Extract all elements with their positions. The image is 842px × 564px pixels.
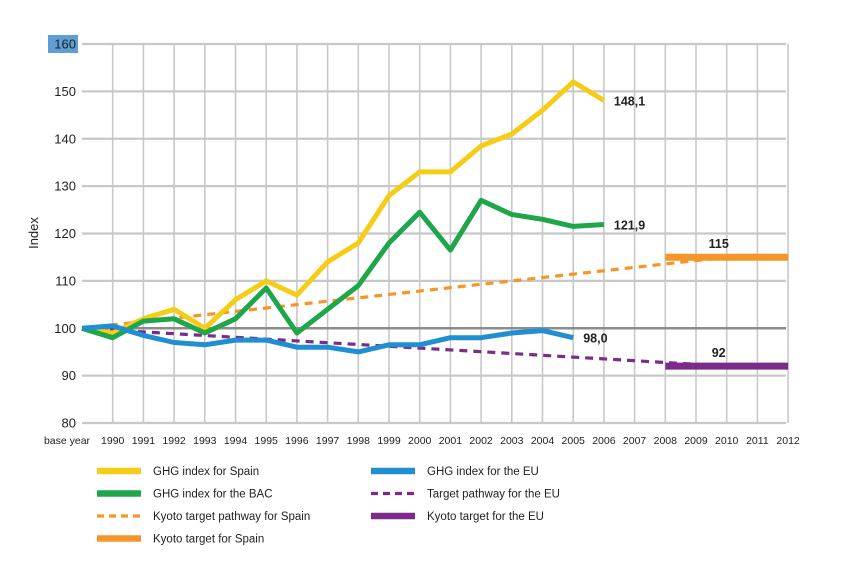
x-tick-label-2002: 2002: [469, 435, 493, 447]
legend-item-ghg-index-for-spain: GHG index for Spain: [97, 466, 259, 478]
data-label-ghg-index-for-the-eu: 98,0: [583, 332, 607, 346]
legend-item-ghg-index-for-the-bac: GHG index for the BAC: [97, 489, 273, 501]
legend-label-ghg-index-for-the-eu: GHG index for the EU: [427, 466, 539, 478]
x-tick-label-1995: 1995: [255, 435, 279, 447]
x-tick-label-2005: 2005: [562, 435, 586, 447]
y-tick-label-150: 150: [54, 84, 76, 99]
y-tick-highlight: [48, 35, 78, 53]
x-tick-label-2001: 2001: [439, 435, 463, 447]
series-line-ghg-index-for-spain: [81, 79, 606, 336]
data-label-kyoto-target-for-spain: 115: [709, 237, 729, 251]
grid-layer: [82, 42, 789, 425]
x-tick-label-1994: 1994: [224, 435, 248, 447]
x-tick-label-2003: 2003: [500, 435, 524, 447]
y-tick-label-80: 80: [62, 416, 76, 431]
legend-item-kyoto-target-for-the-eu: Kyoto target for the EU: [371, 511, 544, 523]
x-tick-label-2011: 2011: [746, 435, 769, 447]
tick-layer: 80 90 100 110 120 130 140 150 160 base year 1990 19…: [44, 35, 800, 447]
data-label-ghg-index-for-the-bac: 121,9: [614, 218, 645, 232]
legend-item-ghg-index-for-the-eu: GHG index for the EU: [371, 466, 539, 478]
legend-label-kyoto-target-for-spain: Kyoto target for Spain: [153, 534, 264, 546]
x-tick-label-2010: 2010: [715, 435, 739, 447]
x-tick-label-1991: 1991: [132, 435, 156, 447]
x-tick-label-base-year: base year: [44, 435, 91, 447]
x-tick-label-1992: 1992: [162, 435, 186, 447]
y-axis-title: Index: [26, 217, 41, 249]
y-tick-label-140: 140: [54, 131, 76, 146]
x-tick-label-2009: 2009: [684, 435, 708, 447]
x-tick-label-2006: 2006: [592, 435, 616, 447]
data-label-ghg-index-for-spain: 148,1: [614, 94, 645, 108]
x-tick-label-1998: 1998: [347, 435, 371, 447]
series-line-ghg-index-for-the-eu: [81, 323, 574, 355]
legend-label-ghg-index-for-spain: GHG index for Spain: [153, 466, 259, 478]
y-tick-label-130: 130: [54, 179, 76, 194]
data-label-kyoto-target-for-the-eu: 92: [712, 346, 726, 360]
legend-label-ghg-index-for-the-bac: GHG index for the BAC: [153, 489, 273, 501]
x-tick-label-2008: 2008: [654, 435, 678, 447]
y-tick-label-110: 110: [55, 273, 76, 288]
x-tick-label-2000: 2000: [408, 435, 432, 447]
series-line-ghg-index-for-the-bac: [81, 197, 605, 341]
x-tick-label-1990: 1990: [101, 435, 125, 447]
y-tick-label-120: 120: [54, 226, 76, 241]
y-tick-label-160: 160: [54, 37, 76, 52]
x-tick-label-1999: 1999: [377, 435, 401, 447]
y-tick-label-90: 90: [62, 368, 76, 383]
x-tick-label-2012: 2012: [776, 435, 800, 447]
series-line-kyoto-target-pathway-for-spain: [81, 255, 727, 330]
legend-label-target-pathway-for-the-eu: Target pathway for the EU: [427, 489, 560, 501]
legend-item-kyoto-target-pathway-for-spain: Kyoto target pathway for Spain: [97, 511, 310, 523]
legend-label-kyoto-target-for-the-eu: Kyoto target for the EU: [427, 511, 544, 523]
data-label-layer: 148,1 121,9 115 98,0 92: [583, 94, 729, 360]
x-tick-label-1997: 1997: [316, 435, 340, 447]
legend-item-target-pathway-for-the-eu: Target pathway for the EU: [371, 489, 560, 501]
x-tick-label-1996: 1996: [285, 435, 309, 447]
y-tick-label-100: 100: [54, 321, 76, 336]
legend-item-kyoto-target-for-spain: Kyoto target for Spain: [97, 534, 264, 546]
x-tick-label-1993: 1993: [193, 435, 217, 447]
x-tick-label-2004: 2004: [531, 435, 555, 447]
series-layer: [81, 79, 789, 370]
legend: GHG index for Spain GHG index for the BAC…: [97, 466, 560, 546]
legend-label-kyoto-target-pathway-for-spain: Kyoto target pathway for Spain: [153, 511, 310, 523]
x-tick-label-2007: 2007: [623, 435, 647, 447]
